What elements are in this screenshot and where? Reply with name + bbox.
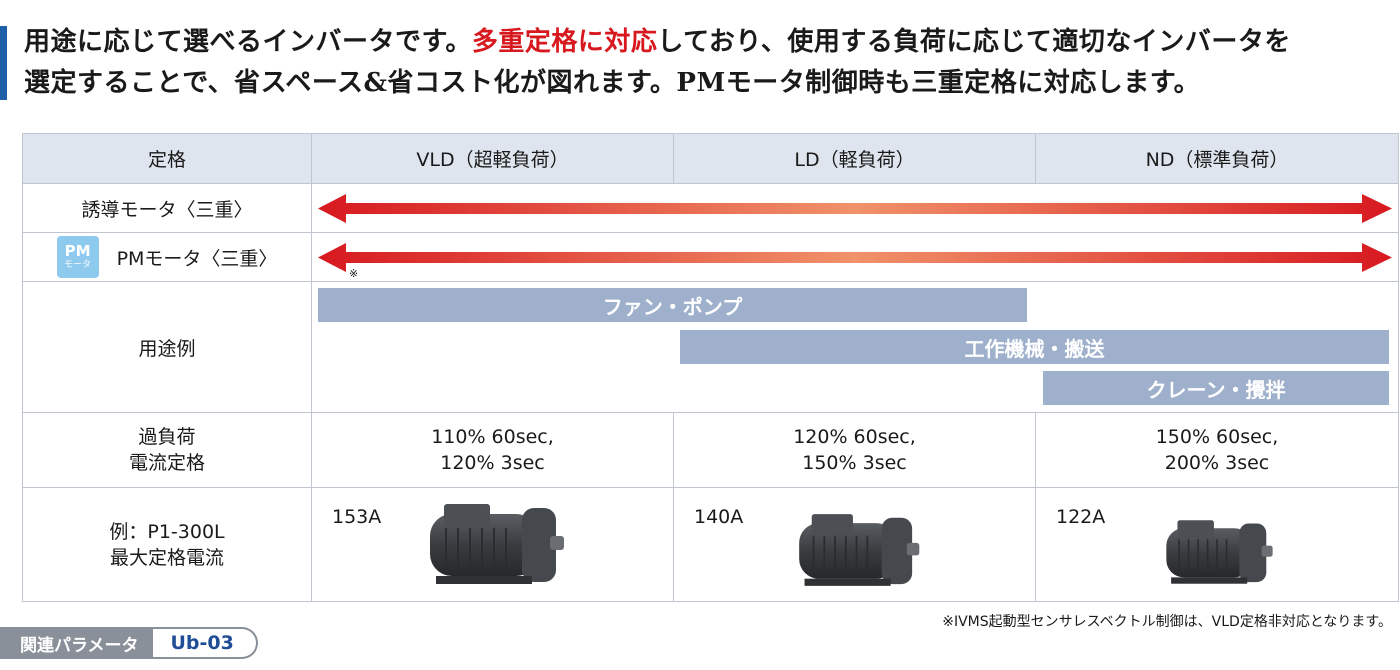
intro-highlight: 多重定格に対応 <box>471 27 658 57</box>
usage-bar-machine-tool: 工作機械・搬送 <box>680 330 1389 364</box>
motor-small-icon <box>1166 520 1273 584</box>
row-usage: 用途例 ファン・ポンプ 工作機械・搬送 クレーン・攪拌 <box>22 281 1399 413</box>
related-parameter-label: 関連パラメータ <box>0 627 153 659</box>
usage-bar-crane: クレーン・攪拌 <box>1043 371 1389 405</box>
example-nd: 122A <box>1035 487 1399 602</box>
intro-text: 用途に応じて選べるインバータです。多重定格に対応しており、使用する負荷に応じて適… <box>24 22 1384 104</box>
intro-accent-bar <box>0 26 7 100</box>
table-header-row: 定格 VLD（超軽負荷） LD（軽負荷） ND（標準負荷） <box>22 133 1399 184</box>
pm-note-mark: ※ <box>349 267 359 280</box>
row-example: 例：P1-300L 最大定格電流 153A 140A <box>22 487 1399 602</box>
current-ld: 140A <box>694 506 744 528</box>
example-ld: 140A <box>673 487 1036 602</box>
overload-nd: 150% 60sec, 200% 3sec <box>1035 412 1399 488</box>
motor-large-icon <box>430 504 564 584</box>
usage-cell: ファン・ポンプ 工作機械・搬送 クレーン・攪拌 <box>311 281 1399 413</box>
pm-motor-label: PMモータ〈三重〉 <box>116 247 278 270</box>
rating-table: 定格 VLD（超軽負荷） LD（軽負荷） ND（標準負荷） 誘導モータ〈三重〉 … <box>22 133 1399 602</box>
intro-line-1: 用途に応じて選べるインバータです。多重定格に対応しており、使用する負荷に応じて適… <box>24 27 1291 57</box>
induction-arrow-cell <box>311 183 1399 233</box>
header-ld: LD（軽負荷） <box>673 133 1036 184</box>
usage-label: 用途例 <box>22 281 312 413</box>
current-vld: 153A <box>332 506 382 528</box>
overload-ld: 120% 60sec, 150% 3sec <box>673 412 1036 488</box>
induction-arrow <box>318 194 1392 223</box>
pm-arrow-cell: ※ <box>311 232 1399 282</box>
header-rating: 定格 <box>22 133 312 184</box>
current-nd: 122A <box>1056 506 1106 528</box>
footnote: ※IVMS起動型センサレスベクトル制御は、VLD定格非対応となります。 <box>942 614 1392 630</box>
usage-bar-fan-pump: ファン・ポンプ <box>318 288 1027 322</box>
pm-motor-label-cell: PM モータ PMモータ〈三重〉 <box>22 232 312 282</box>
header-vld: VLD（超軽負荷） <box>311 133 674 184</box>
motor-medium-icon <box>799 514 920 586</box>
related-parameter-code[interactable]: Ub-03 <box>152 627 258 659</box>
related-parameter-tag[interactable]: 関連パラメータ Ub-03 <box>0 627 258 659</box>
pm-motor-icon: PM モータ <box>56 236 99 278</box>
row-pm: PM モータ PMモータ〈三重〉 ※ <box>22 232 1399 282</box>
pm-arrow <box>318 243 1392 272</box>
header-nd: ND（標準負荷） <box>1035 133 1399 184</box>
example-vld: 153A <box>311 487 674 602</box>
row-induction: 誘導モータ〈三重〉 <box>22 183 1399 233</box>
overload-label: 過負荷 電流定格 <box>22 412 312 488</box>
example-label: 例：P1-300L 最大定格電流 <box>22 487 312 602</box>
induction-motor-label: 誘導モータ〈三重〉 <box>22 183 312 233</box>
row-overload: 過負荷 電流定格 110% 60sec, 120% 3sec 120% 60se… <box>22 412 1399 488</box>
overload-vld: 110% 60sec, 120% 3sec <box>311 412 674 488</box>
intro-line-2: 選定することで、省スペース&省コスト化が図れます。PMモータ制御時も三重定格に対… <box>24 68 1201 98</box>
